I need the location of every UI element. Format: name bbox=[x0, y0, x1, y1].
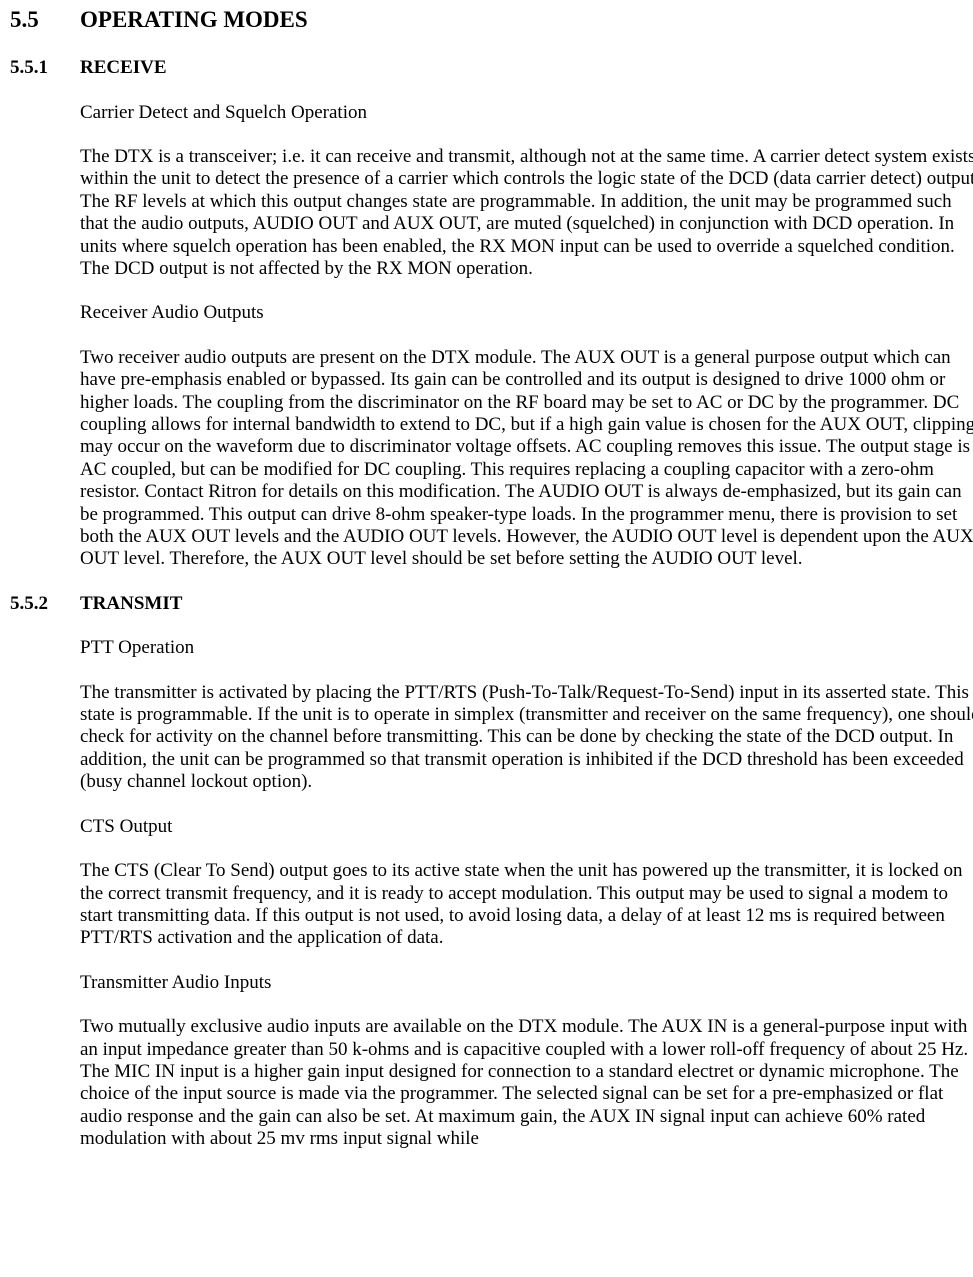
topic-heading: CTS Output bbox=[80, 816, 973, 838]
topic-heading: Carrier Detect and Squelch Operation bbox=[80, 102, 973, 124]
subsection-number: 5.5.1 bbox=[10, 57, 80, 79]
section-heading: 5.5 OPERATING MODES bbox=[10, 6, 973, 33]
body-paragraph: The CTS (Clear To Send) output goes to i… bbox=[80, 860, 973, 950]
body-paragraph: Two receiver audio outputs are present o… bbox=[80, 347, 973, 571]
section-number: 5.5 bbox=[10, 6, 80, 33]
subsection-title: RECEIVE bbox=[80, 57, 973, 79]
body-paragraph: The transmitter is activated by placing … bbox=[80, 682, 973, 794]
subsection-number: 5.5.2 bbox=[10, 593, 80, 615]
topic-heading: PTT Operation bbox=[80, 637, 973, 659]
topic-heading: Receiver Audio Outputs bbox=[80, 302, 973, 324]
subsection-heading: 5.5.1 RECEIVE bbox=[10, 57, 973, 79]
subsection-heading: 5.5.2 TRANSMIT bbox=[10, 593, 973, 615]
body-paragraph: The DTX is a transceiver; i.e. it can re… bbox=[80, 146, 973, 280]
subsection-title: TRANSMIT bbox=[80, 593, 973, 615]
section-title: OPERATING MODES bbox=[80, 6, 973, 33]
body-paragraph: Two mutually exclusive audio inputs are … bbox=[80, 1016, 973, 1150]
topic-heading: Transmitter Audio Inputs bbox=[80, 972, 973, 994]
